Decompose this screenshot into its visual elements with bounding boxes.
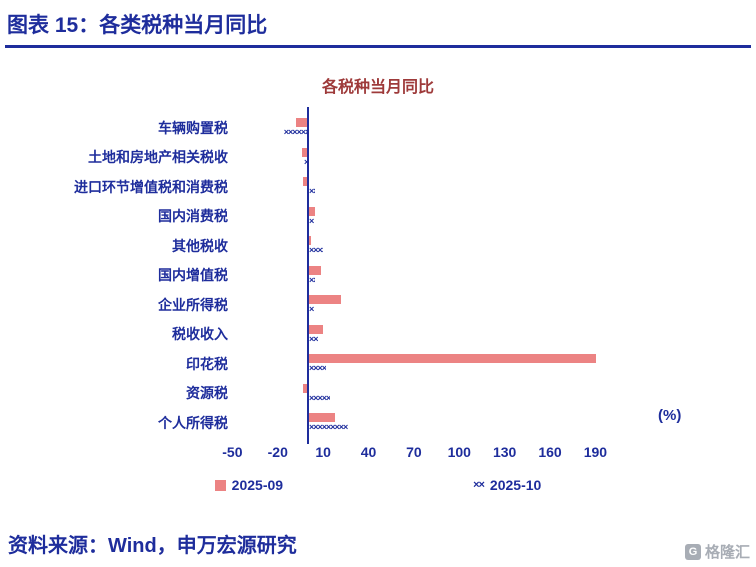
figure-title: 图表 15：各类税种当月同比 (7, 14, 268, 37)
x-tick-label: 70 (406, 444, 422, 460)
x-tick-label: -50 (222, 444, 243, 460)
bar-2025-10: ×× (309, 275, 315, 285)
bar-2025-10: ××××××××× (309, 423, 348, 433)
category-label: 其他税收 (172, 237, 228, 254)
x-axis-ticks: -50 -20 10 40 70 100 130 160 190 (0, 444, 756, 464)
category-label: 企业所得税 (158, 296, 228, 313)
gelonghui-logo-icon: G (684, 543, 701, 560)
category-label: 进口环节增值税和消费税 (74, 178, 228, 195)
bar-2025-10: ×× (309, 305, 314, 315)
x-tick-label: -20 (267, 444, 288, 460)
bar-2025-10: ×× (304, 157, 308, 167)
gelonghui-watermark: G 格隆汇 (684, 541, 750, 562)
x-tick-label: 160 (538, 444, 562, 460)
zero-axis-line (307, 107, 309, 444)
x-tick-label: 40 (360, 444, 377, 460)
header-divider (5, 45, 751, 48)
bar-2025-10: ×× (309, 216, 314, 226)
x-tick-label: 190 (583, 444, 608, 460)
bar-2025-10: ×× (309, 187, 315, 197)
bar-2025-09 (309, 206, 316, 216)
bar-2025-09 (309, 324, 323, 334)
bar-2025-09 (295, 118, 308, 128)
legend-item: 2025-09 (214, 477, 284, 493)
bar-2025-09 (303, 383, 308, 393)
bar-2025-09 (301, 147, 308, 157)
category-label: 税收收入 (172, 326, 228, 343)
category-label: 土地和房地产相关税收 (88, 149, 228, 166)
bar-2025-10: ××× (309, 334, 318, 344)
bar-2025-09 (309, 236, 311, 246)
category-label: 车辆购置税 (158, 119, 228, 136)
source-note: 资料来源：Wind，申万宏源研究 (8, 535, 297, 557)
axis-unit-label: (%) (658, 407, 682, 424)
legend-swatch-solid (214, 479, 226, 491)
watermark-text: 格隆汇 (704, 544, 750, 561)
legend-swatch-x-pattern: ×× (473, 478, 485, 491)
chart-legend: 2025-09 ×× 2025-10 (0, 477, 756, 493)
tax-yoy-chart: 各税种当月同比 车辆购置税××××××土地和房地产相关税收××进口环节增值税和消… (0, 65, 756, 505)
category-label: 印花税 (186, 355, 228, 372)
legend-label: 2025-10 (489, 477, 542, 493)
x-tick-label: 100 (447, 444, 471, 460)
chart-title: 各税种当月同比 (321, 79, 434, 96)
bar-2025-10: ×××× (309, 246, 323, 256)
legend-item: ×× 2025-10 (473, 477, 541, 493)
category-label: 国内增值税 (158, 267, 228, 284)
category-label: 国内消费税 (158, 208, 228, 225)
bar-2025-09 (309, 265, 322, 275)
legend-label: 2025-09 (231, 477, 284, 493)
category-label: 资源税 (186, 385, 228, 402)
bar-2025-09 (309, 295, 341, 305)
chart-plot-area: 车辆购置税××××××土地和房地产相关税收××进口环节增值税和消费税××国内消费… (0, 107, 756, 444)
bar-2025-09 (303, 177, 308, 187)
x-tick-label: 130 (492, 444, 517, 460)
bar-2025-09 (309, 354, 597, 364)
bar-2025-10: ×××× (309, 364, 326, 374)
category-label: 个人所得税 (158, 414, 228, 431)
figure-header: 图表 15：各类税种当月同比 (0, 9, 756, 48)
x-tick-label: 10 (315, 444, 331, 460)
bar-2025-09 (309, 413, 335, 423)
bar-2025-10: ××××× (309, 393, 331, 403)
bar-2025-10: ×××××× (283, 128, 308, 138)
